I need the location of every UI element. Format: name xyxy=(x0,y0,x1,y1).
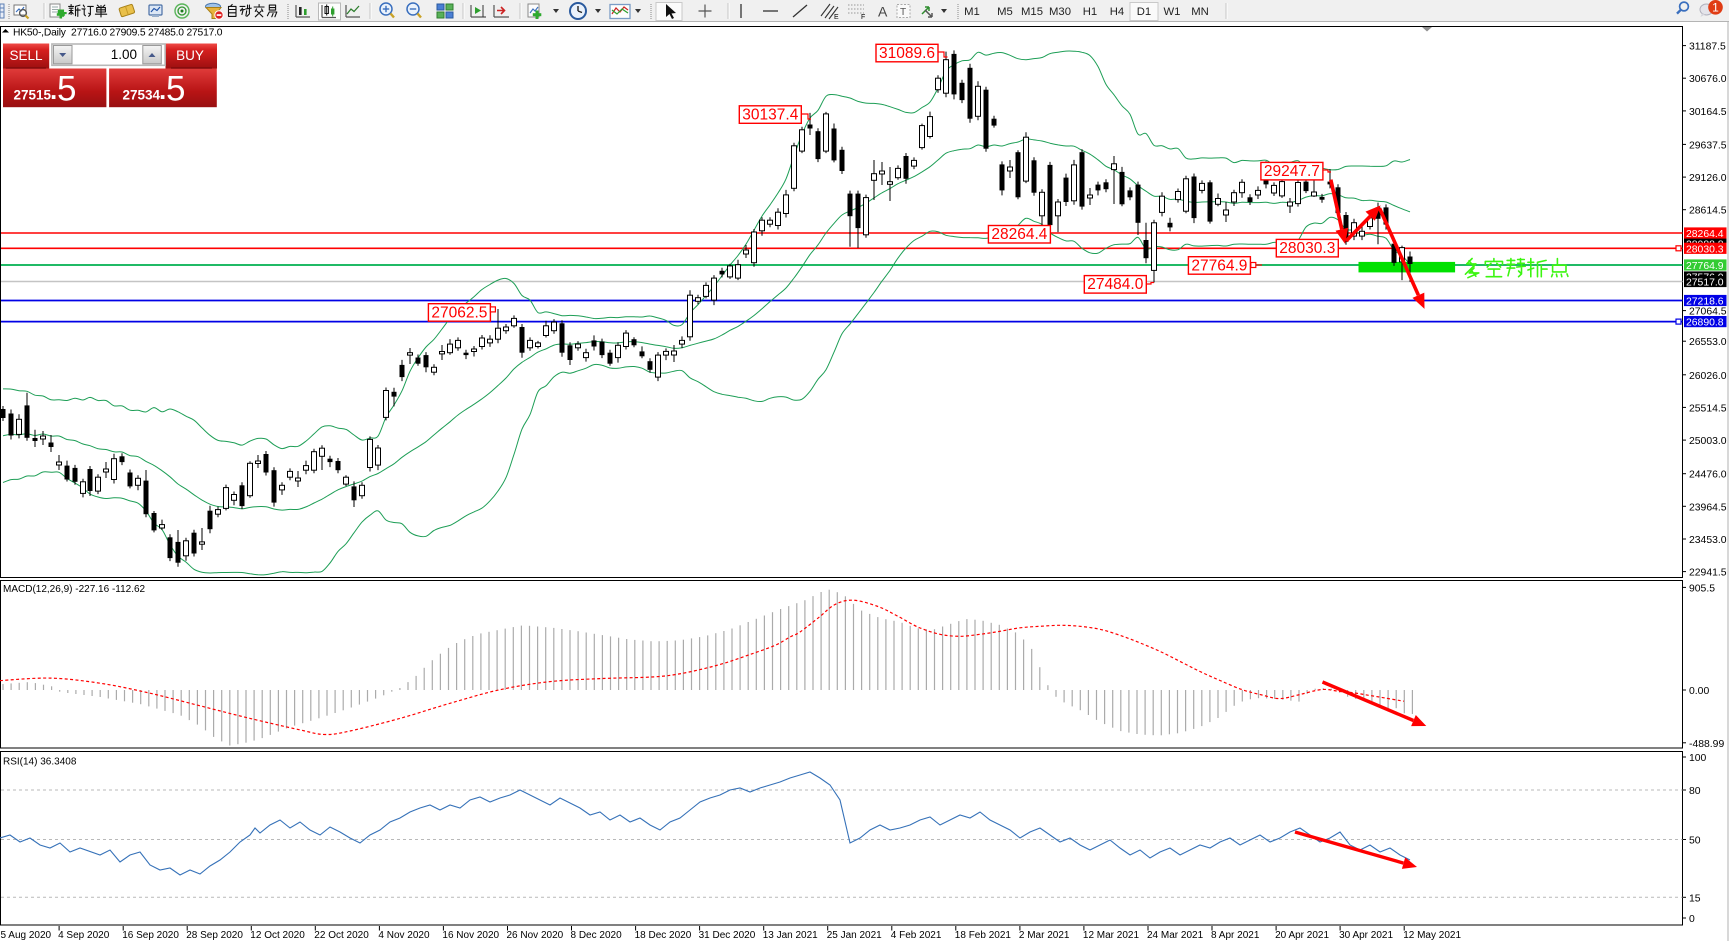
svg-text:22 Oct 2020: 22 Oct 2020 xyxy=(314,930,369,941)
svg-text:0.00: 0.00 xyxy=(1689,686,1709,697)
svg-text:27764.9: 27764.9 xyxy=(1686,261,1724,272)
svg-text:A: A xyxy=(878,4,888,20)
svg-text:30 Apr 2021: 30 Apr 2021 xyxy=(1339,930,1393,941)
svg-text:31 Dec 2020: 31 Dec 2020 xyxy=(699,930,756,941)
svg-text:28614.5: 28614.5 xyxy=(1689,206,1727,217)
svg-text:M15: M15 xyxy=(1021,6,1043,18)
svg-text:28264.4: 28264.4 xyxy=(1686,229,1724,240)
svg-text:HK50-,Daily 27716.0 27909.5 2: HK50-,Daily 27716.0 27909.5 27485.0 2751… xyxy=(13,28,223,39)
svg-text:F: F xyxy=(861,14,865,21)
svg-text:30676.0: 30676.0 xyxy=(1689,74,1727,85)
svg-text:1: 1 xyxy=(1712,1,1719,15)
svg-text:W1: W1 xyxy=(1164,6,1181,18)
svg-text:BUY: BUY xyxy=(176,48,204,63)
svg-text:26890.8: 26890.8 xyxy=(1686,318,1724,329)
svg-text:MACD(12,26,9) -227.16 -112.62: MACD(12,26,9) -227.16 -112.62 xyxy=(3,584,146,595)
svg-text:27534: 27534 xyxy=(123,88,161,103)
svg-text:H1: H1 xyxy=(1083,6,1097,18)
svg-text:27062.5: 27062.5 xyxy=(431,304,487,321)
svg-text:18 Dec 2020: 18 Dec 2020 xyxy=(635,930,692,941)
svg-text:28264.4: 28264.4 xyxy=(991,226,1047,243)
svg-text:905.5: 905.5 xyxy=(1689,583,1715,594)
svg-text:D1: D1 xyxy=(1137,6,1151,18)
svg-text:29126.0: 29126.0 xyxy=(1689,173,1727,184)
svg-text:31089.6: 31089.6 xyxy=(879,45,935,62)
svg-text:26553.0: 26553.0 xyxy=(1689,337,1727,348)
svg-text:2 Mar 2021: 2 Mar 2021 xyxy=(1019,930,1070,941)
svg-text:20 Apr 2021: 20 Apr 2021 xyxy=(1275,930,1329,941)
svg-text:-488.99: -488.99 xyxy=(1689,739,1724,750)
svg-text:M30: M30 xyxy=(1049,6,1071,18)
svg-text:M5: M5 xyxy=(997,6,1013,18)
svg-text:25514.5: 25514.5 xyxy=(1689,403,1727,414)
svg-text:25 Jan 2021: 25 Jan 2021 xyxy=(827,930,882,941)
svg-text:5: 5 xyxy=(57,70,76,109)
svg-text:24 Mar 2021: 24 Mar 2021 xyxy=(1147,930,1204,941)
svg-text:.: . xyxy=(159,75,166,105)
svg-text:29247.7: 29247.7 xyxy=(1264,163,1320,180)
svg-text:.: . xyxy=(50,75,57,105)
svg-text:4 Nov 2020: 4 Nov 2020 xyxy=(378,930,430,941)
svg-text:8 Apr 2021: 8 Apr 2021 xyxy=(1211,930,1260,941)
svg-text:5: 5 xyxy=(166,70,185,109)
svg-text:E: E xyxy=(834,14,839,21)
svg-text:5 Aug 2020: 5 Aug 2020 xyxy=(1,930,52,941)
svg-text:24476.0: 24476.0 xyxy=(1689,470,1727,481)
svg-text:H4: H4 xyxy=(1110,6,1124,18)
svg-text:22941.5: 22941.5 xyxy=(1689,568,1727,579)
svg-text:27517.0: 27517.0 xyxy=(1686,278,1724,289)
svg-text:27484.0: 27484.0 xyxy=(1087,276,1143,293)
svg-text:28030.3: 28030.3 xyxy=(1686,244,1724,255)
svg-text:T: T xyxy=(900,7,906,18)
svg-text:12 Oct 2020: 12 Oct 2020 xyxy=(250,930,305,941)
svg-text:80: 80 xyxy=(1689,786,1701,797)
svg-text:27764.9: 27764.9 xyxy=(1191,257,1247,274)
svg-text:RSI(14) 36.3408: RSI(14) 36.3408 xyxy=(3,757,77,768)
svg-text:12 May 2021: 12 May 2021 xyxy=(1403,930,1461,941)
svg-text:27515: 27515 xyxy=(14,88,52,103)
svg-text:SELL: SELL xyxy=(9,48,43,63)
svg-text:100: 100 xyxy=(1689,753,1707,764)
svg-text:MN: MN xyxy=(1191,6,1209,18)
svg-text:4 Sep 2020: 4 Sep 2020 xyxy=(58,930,110,941)
svg-text:12 Mar 2021: 12 Mar 2021 xyxy=(1083,930,1140,941)
svg-text:18 Feb 2021: 18 Feb 2021 xyxy=(955,930,1012,941)
svg-text:30164.5: 30164.5 xyxy=(1689,107,1727,118)
svg-text:16 Sep 2020: 16 Sep 2020 xyxy=(122,930,179,941)
svg-text:23453.0: 23453.0 xyxy=(1689,535,1727,546)
svg-text:26026.0: 26026.0 xyxy=(1689,371,1727,382)
svg-text:28030.3: 28030.3 xyxy=(1279,240,1335,257)
svg-text:M1: M1 xyxy=(964,6,980,18)
svg-text:0: 0 xyxy=(1689,914,1695,925)
svg-text:29637.5: 29637.5 xyxy=(1689,140,1727,151)
svg-text:13 Jan 2021: 13 Jan 2021 xyxy=(763,930,818,941)
svg-text:1.00: 1.00 xyxy=(111,47,137,62)
svg-text:31187.5: 31187.5 xyxy=(1689,42,1726,53)
svg-text:28 Sep 2020: 28 Sep 2020 xyxy=(186,930,243,941)
svg-text:4 Feb 2021: 4 Feb 2021 xyxy=(891,930,942,941)
svg-text:16 Nov 2020: 16 Nov 2020 xyxy=(442,930,499,941)
svg-text:23964.5: 23964.5 xyxy=(1689,502,1727,513)
svg-text:50: 50 xyxy=(1689,836,1701,847)
svg-text:27064.5: 27064.5 xyxy=(1689,307,1727,318)
svg-text:15: 15 xyxy=(1689,893,1701,904)
svg-text:26 Nov 2020: 26 Nov 2020 xyxy=(507,930,564,941)
svg-text:30137.4: 30137.4 xyxy=(742,106,798,123)
svg-text:8 Dec 2020: 8 Dec 2020 xyxy=(571,930,623,941)
svg-text:25003.0: 25003.0 xyxy=(1689,436,1727,447)
svg-text:27218.6: 27218.6 xyxy=(1686,297,1724,308)
